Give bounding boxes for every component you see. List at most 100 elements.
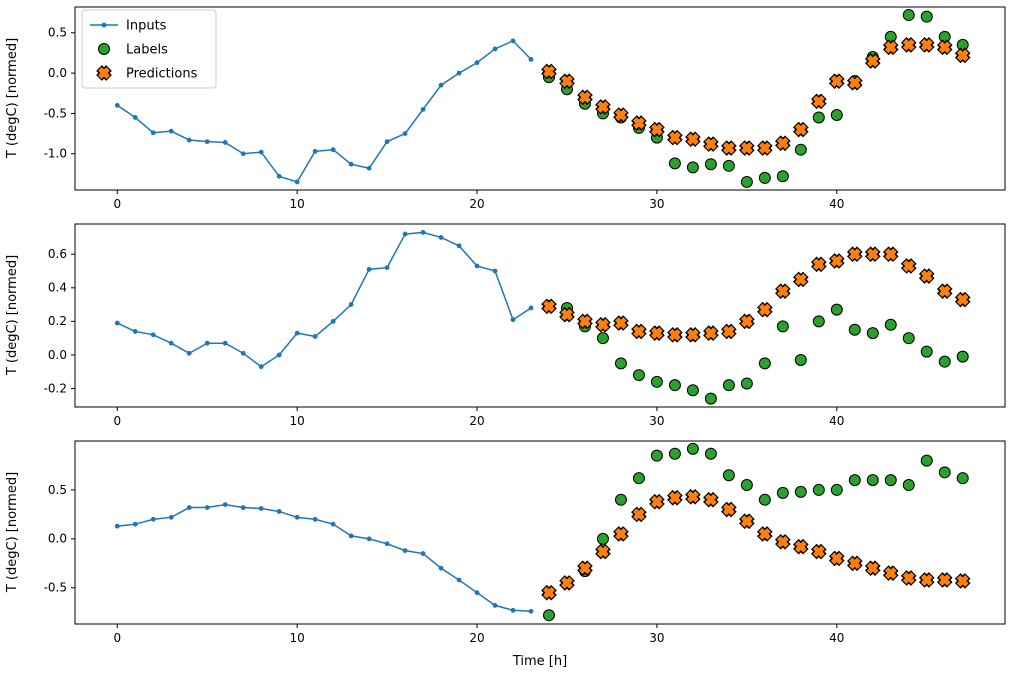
label-marker xyxy=(704,447,717,460)
inputs-marker xyxy=(312,334,318,339)
x-tick-label: 0 xyxy=(113,414,121,428)
y-tick-label: 0.0 xyxy=(48,532,67,546)
inputs-marker xyxy=(366,536,372,542)
prediction-marker xyxy=(850,558,860,568)
y-tick-label: -0.5 xyxy=(44,106,67,120)
inputs-marker xyxy=(132,115,138,120)
label-marker xyxy=(794,485,807,498)
prediction-marker xyxy=(814,547,824,557)
inputs-marker xyxy=(492,603,498,608)
label-marker xyxy=(758,493,771,506)
inputs-marker xyxy=(510,607,516,613)
inputs-marker xyxy=(402,231,408,237)
prediction-marker xyxy=(886,249,896,259)
label-marker xyxy=(866,327,879,340)
prediction-marker xyxy=(598,102,608,112)
prediction-marker xyxy=(778,537,788,547)
x-tick-label: 20 xyxy=(469,197,484,211)
prediction-marker xyxy=(958,576,968,586)
prediction-marker xyxy=(868,249,878,259)
label-marker xyxy=(596,332,609,345)
label-marker xyxy=(938,355,951,368)
inputs-marker xyxy=(438,235,444,240)
prediction-marker xyxy=(796,125,806,135)
prediction-marker xyxy=(670,330,680,340)
label-marker xyxy=(668,379,681,392)
inputs-marker xyxy=(510,38,516,44)
label-marker xyxy=(722,469,735,482)
legend-item-predictions: Predictions xyxy=(99,67,198,82)
label-marker xyxy=(920,454,933,467)
inputs-marker xyxy=(366,266,372,272)
inputs-marker xyxy=(474,60,480,66)
subplot-1: 0 10 20 30 40 0.5 0.0 -0.5 -1.0 xyxy=(44,6,1006,211)
inputs-marker xyxy=(168,340,174,346)
inputs-marker xyxy=(420,551,426,556)
prediction-marker xyxy=(850,249,860,259)
axes-border xyxy=(74,223,1006,408)
inputs-marker xyxy=(384,541,390,547)
label-marker xyxy=(902,9,915,22)
prediction-marker xyxy=(598,320,608,330)
inputs-marker xyxy=(420,106,426,112)
label-marker xyxy=(632,369,645,382)
prediction-marker xyxy=(832,553,842,563)
label-marker xyxy=(902,332,915,345)
x-tick-label: 10 xyxy=(290,631,305,645)
subplot-3: 0 10 20 30 40 0.5 0.0 -0.5 xyxy=(44,440,1006,645)
inputs-marker xyxy=(240,350,246,356)
prediction-marker xyxy=(796,542,806,552)
label-marker xyxy=(794,353,807,366)
inputs-series-line xyxy=(116,39,532,183)
axes-border xyxy=(74,440,1006,625)
prediction-marker xyxy=(778,138,788,148)
prediction-marker xyxy=(760,143,770,153)
inputs-marker xyxy=(222,140,228,145)
inputs-marker xyxy=(294,179,300,185)
legend: Inputs Labels Predictions xyxy=(81,9,217,89)
prediction-marker xyxy=(598,547,608,557)
label-marker xyxy=(812,315,825,328)
inputs-marker xyxy=(456,70,462,76)
inputs-marker xyxy=(150,516,156,522)
prediction-marker xyxy=(724,505,734,515)
prediction-marker xyxy=(868,563,878,573)
inputs-dot-swatch xyxy=(101,22,107,28)
x-tick-label: 30 xyxy=(649,631,664,645)
label-marker xyxy=(668,447,681,460)
label-marker xyxy=(632,472,645,485)
prediction-marker xyxy=(760,529,770,539)
label-marker xyxy=(542,609,555,622)
label-marker xyxy=(740,479,753,492)
inputs-marker xyxy=(438,565,444,571)
prediction-marker xyxy=(688,330,698,340)
label-marker xyxy=(794,143,807,156)
y-tick-label: 0.0 xyxy=(48,348,67,362)
label-marker xyxy=(812,111,825,124)
prediction-marker xyxy=(850,78,860,88)
prediction-marker xyxy=(616,110,626,120)
prediction-marker xyxy=(832,256,842,266)
prediction-marker xyxy=(652,328,662,338)
prediction-marker xyxy=(544,66,554,76)
axes-border xyxy=(74,6,1006,191)
legend-label-predictions: Predictions xyxy=(126,67,198,82)
prediction-marker xyxy=(706,495,716,505)
prediction-marker xyxy=(742,143,752,153)
inputs-marker xyxy=(204,139,210,145)
inputs-marker xyxy=(330,521,336,527)
inputs-marker xyxy=(528,57,534,62)
prediction-marker xyxy=(652,125,662,135)
inputs-marker xyxy=(312,148,318,154)
inputs-marker xyxy=(258,364,264,370)
inputs-marker xyxy=(456,577,462,583)
prediction-marker xyxy=(958,295,968,305)
label-marker xyxy=(704,158,717,171)
ylabel-subplot-1: T (degC) [normed] xyxy=(5,38,20,159)
y-tick-label: 0.5 xyxy=(48,26,67,40)
inputs-marker xyxy=(168,514,174,520)
prediction-marker xyxy=(904,573,914,583)
prediction-marker xyxy=(724,143,734,153)
